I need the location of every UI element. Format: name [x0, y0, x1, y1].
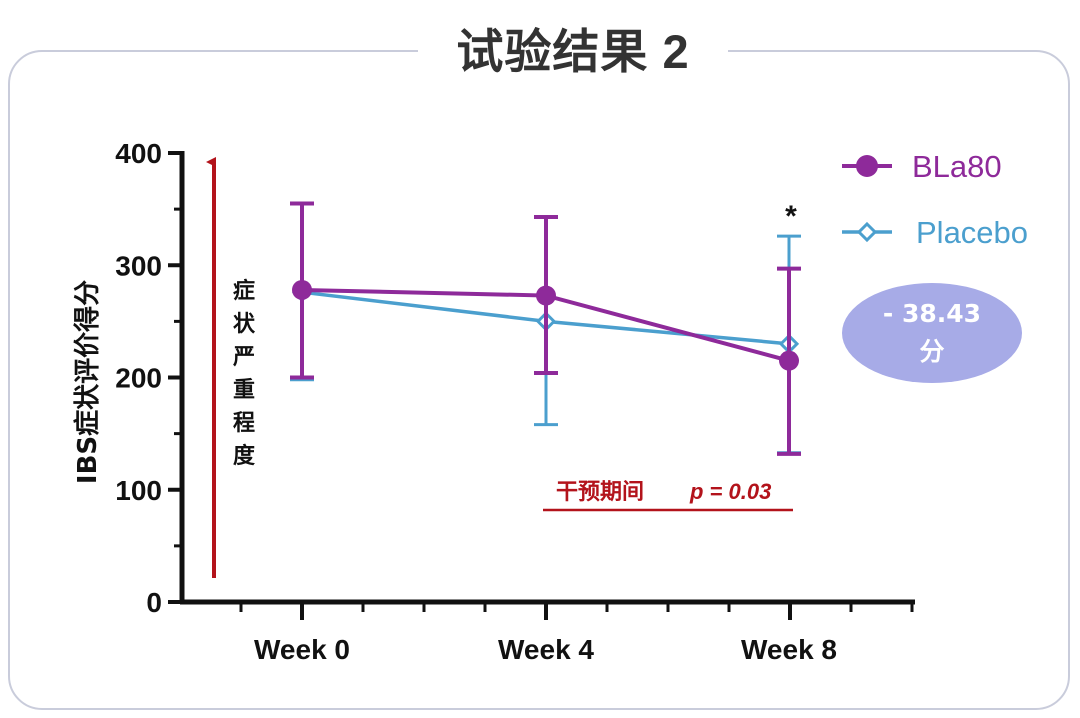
y-tick-label: 400 — [115, 138, 162, 169]
significance-star: * — [785, 200, 797, 233]
title-container: 试验结果 2 — [418, 14, 728, 90]
y-tick-label: 0 — [146, 587, 162, 618]
series-bla80 — [290, 201, 801, 456]
severity-label-char: 程 — [233, 411, 255, 436]
legend-label-placebo: Placebo — [916, 215, 1028, 250]
x-tick-label: Week 4 — [498, 634, 594, 665]
x-axis-ticks: Week 0 Week 4 Week 8 — [239, 602, 914, 665]
data-point — [779, 350, 799, 371]
data-point — [536, 285, 556, 306]
legend-label-bla80: BLa80 — [912, 149, 1002, 184]
x-tick-label: Week 8 — [741, 634, 837, 665]
intervention-label: 干预期间 — [556, 480, 644, 505]
severity-label-char: 重 — [233, 378, 255, 403]
data-point — [292, 279, 312, 300]
severity-label-char: 严 — [233, 345, 255, 370]
page-title: 试验结果 2 — [456, 25, 690, 78]
x-tick-label: Week 0 — [254, 634, 350, 665]
y-axis-ticks: 0 100 200 300 400 — [115, 138, 182, 618]
p-value-label: p = 0.03 — [689, 479, 771, 504]
legend-marker-bla80 — [856, 155, 878, 177]
difference-value: - 38.43 — [883, 299, 981, 328]
y-tick-label: 300 — [115, 250, 162, 281]
legend-marker-placebo — [856, 221, 878, 243]
series-layer — [290, 201, 801, 456]
severity-label-char: 度 — [233, 443, 256, 469]
y-tick-label: 200 — [115, 363, 162, 394]
severity-label-char: 状 — [233, 312, 256, 337]
legend: BLa80 Placebo — [842, 149, 1028, 250]
y-tick-label: 100 — [115, 475, 162, 506]
severity-label-char: 症 — [233, 278, 255, 304]
difference-bubble — [842, 283, 1022, 383]
difference-unit: 分 — [919, 337, 944, 366]
y-axis-label: IBS症状评价得分 — [72, 280, 103, 484]
